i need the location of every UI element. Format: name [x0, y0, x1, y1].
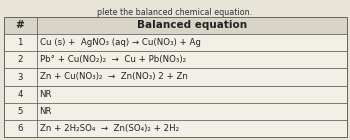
Text: 5: 5: [18, 107, 23, 116]
Bar: [4, 17, 346, 34]
Bar: [4, 17, 346, 137]
Text: NR: NR: [40, 107, 52, 116]
Text: #: #: [16, 20, 25, 30]
Text: Zn + Cu(NO₃)₂  →  Zn(NO₃) 2 + Zn: Zn + Cu(NO₃)₂ → Zn(NO₃) 2 + Zn: [40, 73, 188, 81]
Text: plete the balanced chemical equation.: plete the balanced chemical equation.: [97, 8, 253, 17]
Text: Zn + 2H₂SO₄  →  Zn(SO₄)₂ + 2H₂: Zn + 2H₂SO₄ → Zn(SO₄)₂ + 2H₂: [40, 124, 179, 133]
Text: 3: 3: [18, 73, 23, 81]
Bar: [4, 17, 346, 137]
Text: 6: 6: [18, 124, 23, 133]
Text: Balanced equation: Balanced equation: [136, 20, 247, 30]
Text: 1: 1: [18, 38, 23, 47]
Text: NR: NR: [40, 90, 52, 99]
Text: 2: 2: [18, 55, 23, 64]
Text: Cu (s) +  AgNO₃ (aq) → Cu(NO₃) + Ag: Cu (s) + AgNO₃ (aq) → Cu(NO₃) + Ag: [40, 38, 201, 47]
Text: 4: 4: [18, 90, 23, 99]
Text: Pb° + Cu(NO₂)₂  →  Cu + Pb(NO₃)₂: Pb° + Cu(NO₂)₂ → Cu + Pb(NO₃)₂: [40, 55, 186, 64]
